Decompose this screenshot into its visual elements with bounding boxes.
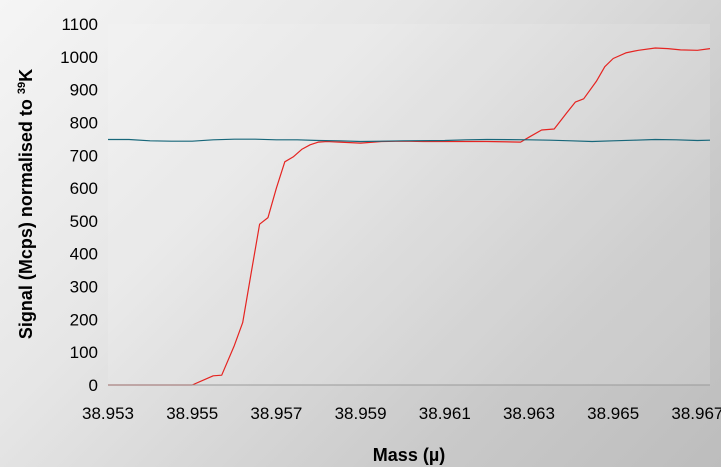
y-axis-title: Signal (Mcps) normalised to 39K bbox=[16, 69, 36, 339]
y-tick-label: 700 bbox=[70, 146, 98, 165]
x-axis-title: Mass (µ) bbox=[373, 445, 445, 465]
plot-area bbox=[108, 24, 710, 385]
y-tick-labels: 0 100 200 300 400 500 600 700 800 900 1000 1100 bbox=[60, 15, 98, 395]
x-tick-labels: 38.953 38.955 38.957 38.959 38.961 38.963 38.9… bbox=[82, 404, 721, 423]
y-tick-label: 500 bbox=[70, 212, 98, 231]
x-tick-label: 38.967 bbox=[671, 404, 721, 423]
x-tick-label: 38.959 bbox=[335, 404, 387, 423]
y-tick-label: 100 bbox=[70, 343, 98, 362]
x-tick-label: 38.963 bbox=[503, 404, 555, 423]
y-tick-label: 400 bbox=[70, 245, 98, 264]
y-tick-label: 1000 bbox=[60, 48, 98, 67]
y-tick-label: 0 bbox=[89, 376, 98, 395]
y-tick-label: 900 bbox=[70, 81, 98, 100]
series-line-2 bbox=[108, 138, 711, 143]
y-tick-label: 600 bbox=[70, 179, 98, 198]
series-lines bbox=[108, 47, 711, 386]
x-tick-label: 38.953 bbox=[82, 404, 134, 423]
y-tick-label: 200 bbox=[70, 310, 98, 329]
y-tick-label: 300 bbox=[70, 278, 98, 297]
x-tick-label: 38.957 bbox=[250, 404, 302, 423]
x-tick-label: 38.955 bbox=[166, 404, 218, 423]
x-tick-label: 38.965 bbox=[587, 404, 639, 423]
y-axis-title-superscript: 39 bbox=[16, 82, 28, 94]
y-tick-label: 1100 bbox=[61, 15, 98, 34]
y-tick-label: 800 bbox=[70, 113, 98, 132]
x-tick-label: 38.961 bbox=[419, 404, 471, 423]
y-axis-title-suffix: K bbox=[16, 69, 36, 82]
y-axis-title-prefix: Signal (Mcps) normalised to bbox=[16, 94, 36, 339]
